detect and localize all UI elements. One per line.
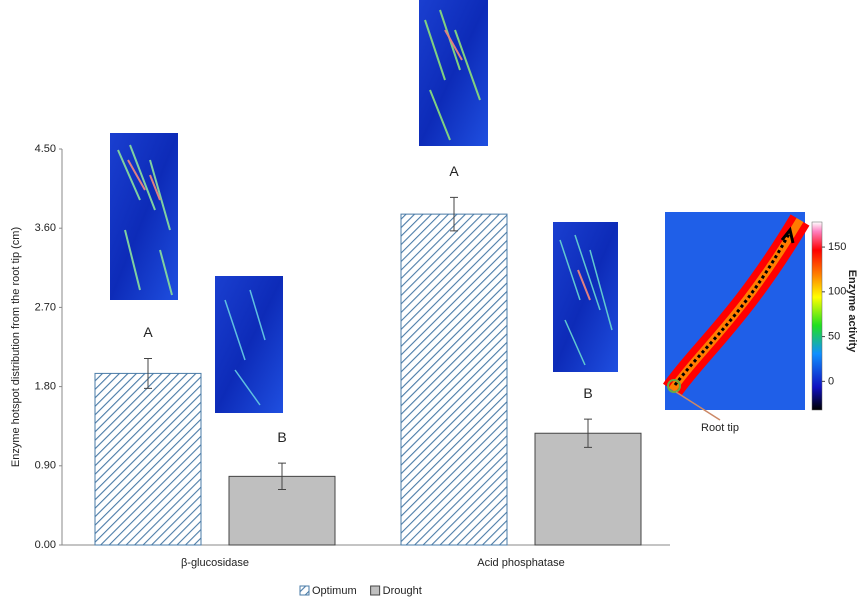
- legend-label: Drought: [383, 585, 422, 597]
- significance-letter: B: [277, 429, 286, 445]
- x-tick-label: β-glucosidase: [181, 557, 249, 569]
- colorbar-label: Enzyme activity: [846, 270, 858, 353]
- bar: [535, 433, 641, 545]
- colorbar: [812, 222, 822, 410]
- significance-letter: B: [583, 385, 592, 401]
- x-tick-label: Acid phosphatase: [477, 557, 564, 569]
- y-tick-label: 1.80: [35, 381, 56, 393]
- y-tick-label: 0.00: [35, 539, 56, 551]
- colorbar-tick-label: 100: [828, 286, 846, 298]
- legend-swatch: [300, 586, 309, 595]
- legend-swatch: [371, 586, 380, 595]
- colorbar-tick-label: 0: [828, 375, 834, 387]
- inset-label: Root tip: [701, 422, 739, 434]
- colorbar-tick-label: 50: [828, 330, 840, 342]
- y-axis-label: Enzyme hotspot distribution from the roo…: [10, 227, 22, 467]
- colorbar-tick-label: 150: [828, 241, 846, 253]
- bar: [95, 373, 201, 545]
- y-tick-label: 3.60: [35, 222, 56, 234]
- significance-letter: A: [449, 163, 459, 179]
- y-tick-label: 2.70: [35, 301, 56, 313]
- chart: Enzyme hotspot distribution from the roo…: [0, 0, 861, 602]
- y-tick-label: 4.50: [35, 143, 56, 155]
- significance-letter: A: [143, 324, 153, 340]
- y-tick-label: 0.90: [35, 460, 56, 472]
- legend-label: Optimum: [312, 585, 357, 597]
- bar: [401, 214, 507, 545]
